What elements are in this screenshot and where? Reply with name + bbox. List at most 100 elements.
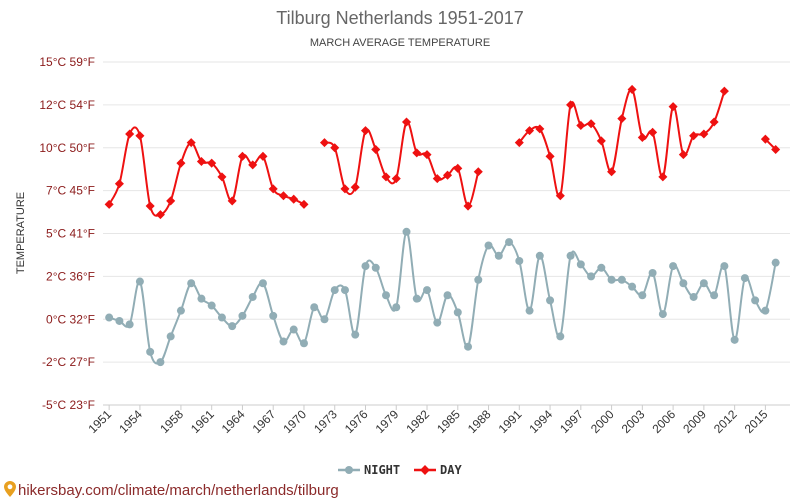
data-point-night[interactable] [679,279,688,288]
data-point-night[interactable] [607,275,616,284]
data-point-night[interactable] [443,291,452,300]
data-point-night[interactable] [638,291,647,300]
data-point-day[interactable] [135,131,145,141]
data-point-day[interactable] [566,100,576,110]
data-point-night[interactable] [228,322,237,331]
data-point-day[interactable] [545,151,555,161]
data-point-night[interactable] [730,335,739,344]
data-point-night[interactable] [628,282,637,291]
data-point-day[interactable] [596,136,606,146]
data-point-night[interactable] [587,272,596,281]
data-point-day[interactable] [391,174,401,184]
data-point-day[interactable] [166,196,176,206]
data-point-night[interactable] [146,347,155,356]
data-point-day[interactable] [719,86,729,96]
data-point-day[interactable] [401,117,412,127]
data-point-night[interactable] [269,311,278,320]
data-point-night[interactable] [566,251,575,260]
data-point-day[interactable] [186,138,196,148]
data-point-day[interactable] [196,156,206,166]
data-point-day[interactable] [155,210,165,220]
data-point-day[interactable] [648,127,658,137]
data-point-day[interactable] [217,172,227,182]
data-point-night[interactable] [299,339,308,348]
data-point-night[interactable] [279,337,288,346]
data-point-night[interactable] [464,342,473,351]
data-point-night[interactable] [597,263,606,272]
data-point-night[interactable] [310,303,319,312]
data-point-night[interactable] [330,286,339,295]
data-point-night[interactable] [494,251,503,260]
data-point-day[interactable] [412,148,422,158]
data-point-day[interactable] [176,158,186,168]
data-point-night[interactable] [166,332,175,341]
data-point-night[interactable] [658,310,667,319]
data-point-night[interactable] [505,238,514,247]
legend-item-day[interactable]: DAY [414,463,462,477]
data-point-day[interactable] [330,143,340,153]
data-point-day[interactable] [145,201,155,211]
data-point-day[interactable] [637,132,647,142]
data-point-night[interactable] [751,296,760,305]
data-point-night[interactable] [771,258,780,267]
data-point-night[interactable] [617,275,626,284]
data-point-day[interactable] [576,120,586,130]
data-point-night[interactable] [392,303,401,312]
source-link[interactable]: hikersbay.com/climate/march/netherlands/… [4,481,339,499]
data-point-night[interactable] [115,316,124,325]
data-point-night[interactable] [423,286,432,295]
data-point-night[interactable] [474,275,483,284]
data-point-day[interactable] [371,144,381,154]
data-point-night[interactable] [248,292,257,301]
data-point-night[interactable] [176,306,185,315]
data-point-night[interactable] [207,301,216,310]
data-point-day[interactable] [360,126,371,136]
data-point-day[interactable] [125,129,135,139]
data-point-day[interactable] [299,199,309,209]
data-point-day[interactable] [207,158,217,168]
legend-item-night[interactable]: NIGHT [338,463,400,477]
data-point-night[interactable] [351,330,360,339]
data-point-night[interactable] [546,296,555,305]
data-point-night[interactable] [710,291,719,300]
data-point-day[interactable] [237,151,247,161]
data-point-night[interactable] [371,263,380,272]
data-point-day[interactable] [535,124,545,134]
data-point-night[interactable] [382,291,391,300]
data-point-night[interactable] [320,315,329,324]
data-point-night[interactable] [187,279,196,288]
data-point-night[interactable] [238,311,247,320]
data-point-night[interactable] [484,241,493,250]
data-point-day[interactable] [432,174,442,184]
data-point-night[interactable] [135,277,144,286]
data-point-day[interactable] [668,102,678,112]
data-point-day[interactable] [319,138,330,148]
data-point-night[interactable] [556,332,565,341]
data-point-night[interactable] [340,286,349,295]
data-point-day[interactable] [422,150,432,160]
data-point-night[interactable] [669,262,678,271]
data-point-night[interactable] [453,308,462,317]
data-point-night[interactable] [433,318,442,327]
data-point-night[interactable] [197,294,206,303]
data-point-night[interactable] [535,251,544,260]
data-point-night[interactable] [648,268,657,277]
data-point-night[interactable] [217,313,226,322]
data-point-night[interactable] [361,262,370,271]
data-point-night[interactable] [156,358,165,367]
data-point-day[interactable] [104,199,114,209]
data-point-night[interactable] [105,313,114,322]
data-point-day[interactable] [289,194,299,204]
data-point-night[interactable] [740,274,749,283]
data-point-day[interactable] [617,114,627,124]
data-point-night[interactable] [699,279,708,288]
data-point-night[interactable] [289,325,298,334]
data-point-day[interactable] [689,131,699,141]
data-point-night[interactable] [525,306,534,315]
data-point-night[interactable] [761,306,770,315]
data-point-night[interactable] [125,320,134,329]
data-point-day[interactable] [114,179,124,189]
data-point-day[interactable] [473,167,483,177]
data-point-day[interactable] [709,117,719,127]
data-point-day[interactable] [442,170,453,180]
